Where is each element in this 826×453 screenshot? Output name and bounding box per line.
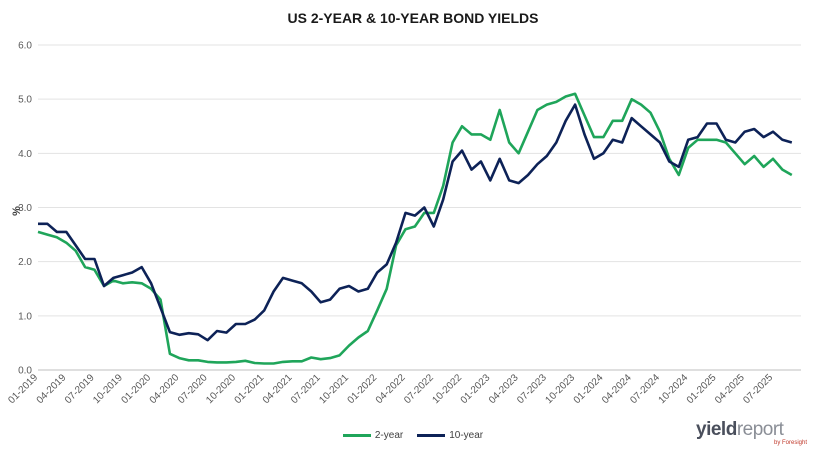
x-tick-label: 04-2024 [600, 372, 634, 406]
x-tick-label: 01-2021 [233, 372, 267, 406]
legend-item-10-year: 10-year [417, 430, 483, 441]
x-tick-label: 10-2021 [317, 372, 351, 406]
x-tick-label: 07-2020 [176, 372, 210, 406]
series-line-10-year [38, 103, 793, 342]
x-tick-label: 04-2021 [261, 372, 295, 406]
y-tick-label: 1.0 [18, 311, 32, 322]
logo-subtitle: by Foresight [773, 440, 807, 446]
x-tick-label: 01-2019 [6, 372, 40, 406]
y-tick-label: 6.0 [18, 41, 32, 52]
legend-item-2-year: 2-year [342, 430, 404, 441]
x-tick-label: 10-2023 [544, 372, 578, 406]
legend: 2-year 10-year [0, 430, 826, 441]
logo-report-text: report [736, 419, 784, 440]
chart-title: US 2-YEAR & 10-YEAR BOND YIELDS [287, 10, 539, 26]
x-tick-label: 07-2021 [289, 372, 323, 406]
y-tick-label: 5.0 [18, 95, 32, 106]
x-tick-label: 01-2020 [119, 372, 153, 406]
x-tick-label: 01-2023 [459, 372, 493, 406]
x-tick-label: 07-2019 [63, 372, 97, 406]
x-tick-label: 07-2023 [515, 372, 549, 406]
x-tick-label: 10-2020 [204, 372, 238, 406]
x-tick-label: 01-2025 [685, 372, 719, 406]
y-tick-label: 3.0 [18, 203, 32, 214]
logo-yield-text: yield [696, 419, 737, 440]
x-tick-label: 04-2023 [487, 372, 521, 406]
x-tick-label: 04-2022 [374, 372, 408, 406]
legend-swatch-2-year [342, 434, 371, 437]
x-tick-label: 10-2022 [430, 372, 464, 406]
x-tick-label: 10-2024 [657, 372, 691, 406]
x-tick-label: 04-2020 [148, 372, 182, 406]
x-tick-labels: 01-201904-201907-201910-201901-202004-20… [6, 372, 775, 406]
y-tick-labels: 0.0 1.0 2.0 3.0 4.0 5.0 6.0 [18, 41, 32, 377]
x-tick-label: 07-2024 [628, 372, 662, 406]
y-tick-label: 0.0 [18, 366, 32, 377]
x-tick-label: 07-2022 [402, 372, 436, 406]
series-line-2-year [37, 92, 793, 365]
x-tick-label: 04-2019 [35, 372, 69, 406]
x-tick-label: 01-2022 [346, 372, 380, 406]
y-tick-label: 2.0 [18, 257, 32, 268]
x-tick-label: 07-2025 [741, 372, 775, 406]
series-lines [37, 92, 793, 365]
y-axis-label: % [11, 206, 23, 216]
legend-label-2-year: 2-year [374, 430, 404, 441]
yieldreport-logo: yieldreport by Foresight [696, 419, 811, 451]
legend-label-10-year: 10-year [449, 430, 484, 441]
x-tick-label: 01-2024 [572, 372, 606, 406]
x-tick-label: 04-2025 [713, 372, 747, 406]
x-tick-label: 10-2019 [91, 372, 125, 406]
gridlines [38, 44, 801, 371]
y-tick-label: 4.0 [18, 149, 32, 160]
legend-swatch-10-year [417, 434, 446, 437]
